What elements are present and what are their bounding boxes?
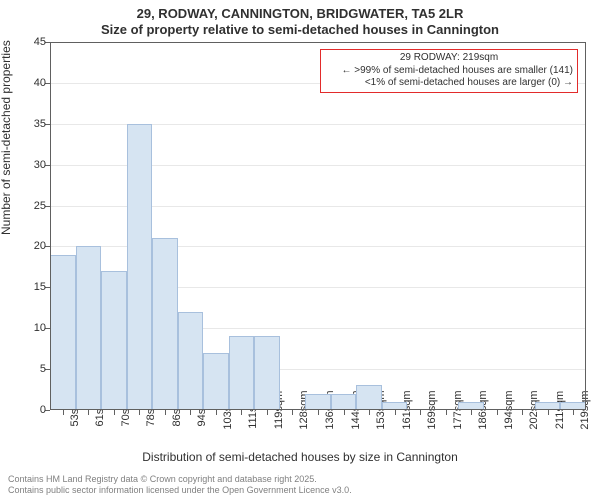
ytick-label: 45 [34,36,50,48]
ytick-label: 10 [34,322,50,334]
bar [356,385,382,410]
credit-text: Contains HM Land Registry data © Crown c… [8,474,352,497]
ytick-label: 35 [34,118,50,130]
bar [382,402,408,410]
bar [254,336,280,410]
y-axis-label: Number of semi-detached properties [0,40,13,235]
credit-line-2: Contains public sector information licen… [8,485,352,496]
credit-line-1: Contains HM Land Registry data © Crown c… [8,474,352,485]
ytick-label: 5 [40,363,50,375]
xtick-label: 219sqm [573,390,591,429]
bar [101,271,127,410]
chart-subtitle: Size of property relative to semi-detach… [0,22,600,37]
bar [305,394,331,410]
xtick-label: 169sqm [420,390,438,429]
xtick-label: 186sqm [471,390,489,429]
plot-area: 05101520253035404553sqm61sqm70sqm78sqm86… [50,42,586,410]
ytick-label: 15 [34,281,50,293]
ytick-label: 25 [34,200,50,212]
chart-title: 29, RODWAY, CANNINGTON, BRIDGWATER, TA5 … [0,6,600,22]
bar [331,394,357,410]
x-axis-label: Distribution of semi-detached houses by … [0,450,600,464]
bar [203,353,229,410]
xtick-label: 161sqm [395,390,413,429]
bar [560,402,586,410]
ytick-label: 30 [34,159,50,171]
bar [535,402,561,410]
bar [50,255,76,410]
xtick-label: 202sqm [522,390,540,429]
annotation-box: 29 RODWAY: 219sqm← >99% of semi-detached… [320,49,578,93]
annotation-line: <1% of semi-detached houses are larger (… [325,77,573,90]
ytick-label: 20 [34,240,50,252]
xtick-label: 211sqm [548,391,566,429]
bar [458,402,484,410]
bar [76,246,102,410]
chart-container: 29, RODWAY, CANNINGTON, BRIDGWATER, TA5 … [0,0,600,500]
bar [127,124,153,410]
xtick-label: 177sqm [446,390,464,429]
annotation-line: ← >99% of semi-detached houses are small… [325,65,573,78]
bar [178,312,204,410]
bar [152,238,178,410]
xtick-label: 194sqm [497,390,515,429]
ytick-label: 40 [34,77,50,89]
bar [229,336,255,410]
annotation-line: 29 RODWAY: 219sqm [325,52,573,65]
ytick-label: 0 [40,404,50,416]
